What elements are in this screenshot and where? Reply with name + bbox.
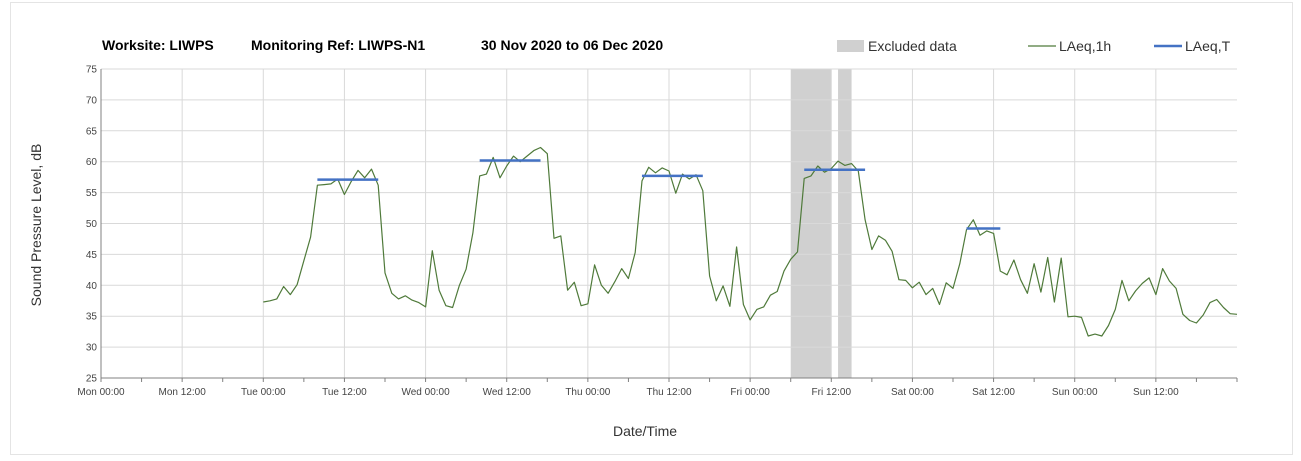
laeq-1h-series <box>263 146 1238 337</box>
x-tick-label: Tue 12:00 <box>322 387 367 398</box>
axes <box>100 69 1238 382</box>
y-tick-label: 30 <box>86 343 98 354</box>
legend-excluded-label: Excluded data <box>868 38 957 54</box>
y-tick-label: 65 <box>86 126 98 137</box>
monitoring-ref-title: Monitoring Ref: LIWPS-N1 <box>251 37 425 53</box>
y-tick-label: 55 <box>86 188 98 199</box>
x-tick-label: Mon 12:00 <box>159 387 207 398</box>
x-tick-label: Sat 00:00 <box>891 387 934 398</box>
x-tick-label: Fri 00:00 <box>730 387 770 398</box>
y-tick-label: 45 <box>86 250 98 261</box>
laeq-t-series <box>317 159 1001 230</box>
x-tick-label: Sun 12:00 <box>1133 387 1179 398</box>
worksite-title: Worksite: LIWPS <box>102 37 214 53</box>
x-tick-label: Fri 12:00 <box>812 387 852 398</box>
legend-laeq-1h-label: LAeq,1h <box>1059 38 1111 54</box>
x-tick-label: Thu 00:00 <box>565 387 610 398</box>
y-tick-label: 35 <box>86 312 98 323</box>
legend: Excluded data LAeq,1h LAeq,T <box>837 38 1231 54</box>
legend-laeq-t-label: LAeq,T <box>1185 38 1231 54</box>
x-tick-label: Sun 00:00 <box>1052 387 1098 398</box>
gridlines <box>101 68 1237 378</box>
x-tick-label: Tue 00:00 <box>241 387 286 398</box>
date-range-title: 30 Nov 2020 to 06 Dec 2020 <box>481 37 663 53</box>
y-tick-label: 75 <box>86 65 98 76</box>
laeq-1h-line <box>263 146 1238 337</box>
x-tick-label: Wed 00:00 <box>401 387 450 398</box>
y-tick-label: 60 <box>86 157 98 168</box>
y-tick-label: 25 <box>86 374 98 385</box>
x-tick-label: Wed 12:00 <box>483 387 532 398</box>
y-tick-label: 70 <box>86 95 98 106</box>
legend-excluded-swatch <box>837 40 864 52</box>
x-tick-labels: Mon 00:00 Mon 12:00 Tue 00:00 Tue 12:00 Wed … <box>77 387 1179 398</box>
y-tick-labels: 25 30 35 40 45 50 55 60 65 70 75 <box>86 65 98 385</box>
x-tick-label: Mon 00:00 <box>77 387 125 398</box>
x-tick-label: Thu 12:00 <box>646 387 691 398</box>
chart-container: Worksite: LIWPS Monitoring Ref: LIWPS-N1… <box>10 2 1293 455</box>
x-axis-title: Date/Time <box>613 423 677 439</box>
y-tick-label: 50 <box>86 219 98 230</box>
y-axis-title: Sound Pressure Level, dB <box>28 144 44 307</box>
y-tick-label: 40 <box>86 281 98 292</box>
x-tick-label: Sat 12:00 <box>972 387 1015 398</box>
sound-level-chart: Worksite: LIWPS Monitoring Ref: LIWPS-N1… <box>28 37 1238 439</box>
